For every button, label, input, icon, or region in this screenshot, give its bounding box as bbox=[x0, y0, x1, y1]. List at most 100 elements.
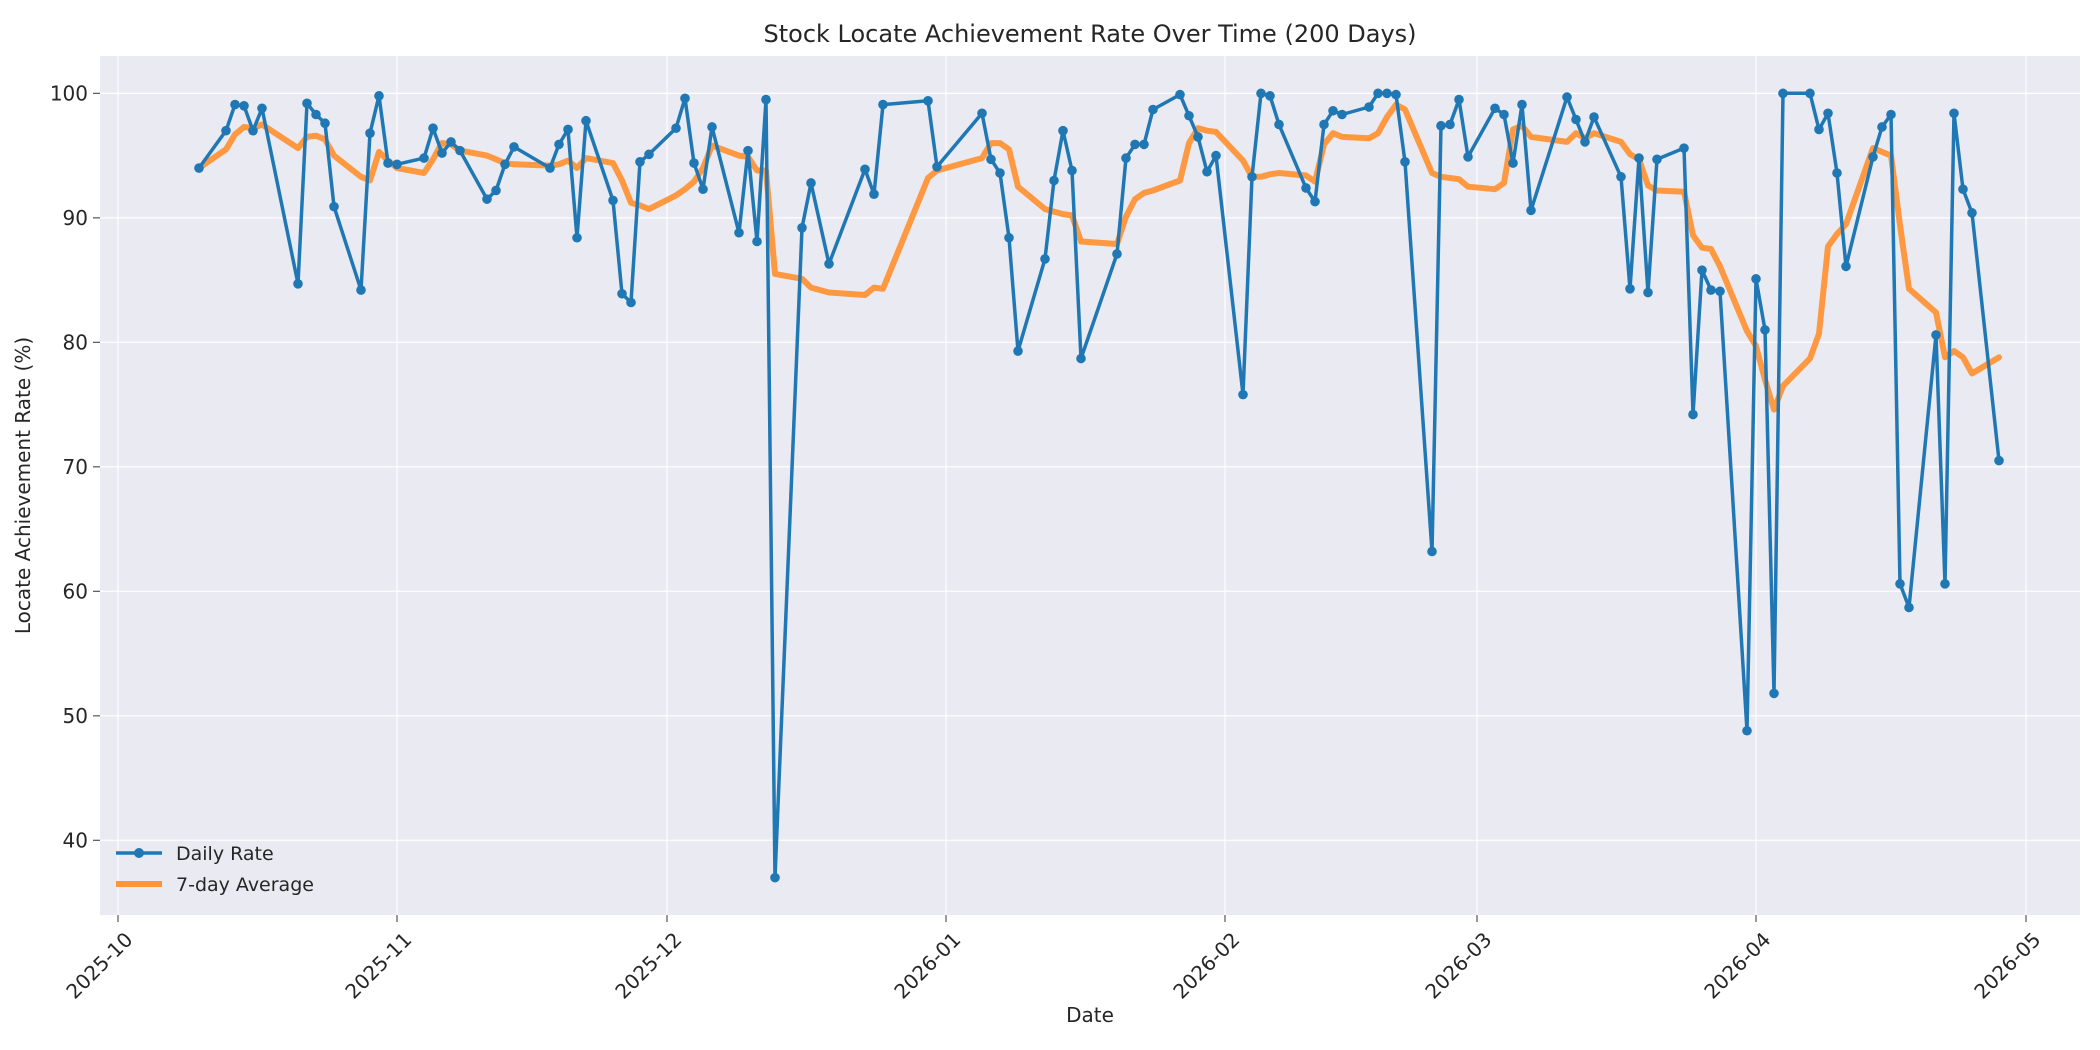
data-point bbox=[221, 125, 231, 136]
data-point bbox=[1328, 105, 1338, 116]
gridlines bbox=[100, 56, 2080, 915]
data-point bbox=[1301, 183, 1311, 193]
data-point bbox=[1148, 104, 1158, 115]
data-point bbox=[1049, 175, 1059, 186]
data-point bbox=[698, 184, 708, 195]
data-point bbox=[995, 168, 1005, 178]
data-point bbox=[1760, 325, 1770, 335]
data-point bbox=[302, 98, 312, 109]
data-point bbox=[1013, 346, 1023, 356]
data-point bbox=[1697, 265, 1707, 275]
data-point bbox=[491, 185, 501, 196]
data-point bbox=[1841, 261, 1851, 272]
data-point bbox=[1112, 249, 1122, 259]
data-point bbox=[509, 142, 519, 152]
data-point bbox=[1121, 153, 1131, 163]
data-point bbox=[1526, 205, 1536, 216]
data-point bbox=[1895, 579, 1905, 589]
plot-area bbox=[100, 56, 2080, 915]
data-point bbox=[1625, 284, 1635, 294]
data-point bbox=[1778, 88, 1788, 99]
data-point bbox=[1175, 89, 1185, 100]
data-point bbox=[1679, 143, 1689, 153]
data-point bbox=[1499, 109, 1509, 120]
data-point bbox=[923, 96, 933, 106]
data-point bbox=[437, 148, 447, 158]
data-point bbox=[320, 118, 330, 129]
data-point bbox=[1769, 688, 1779, 699]
data-point bbox=[986, 154, 996, 165]
data-point bbox=[1490, 103, 1500, 114]
data-point bbox=[1958, 184, 1968, 195]
data-point bbox=[1130, 139, 1140, 150]
data-point bbox=[626, 297, 636, 308]
data-point bbox=[428, 123, 438, 134]
data-point bbox=[1706, 285, 1716, 295]
data-point bbox=[1202, 166, 1212, 177]
data-point bbox=[878, 99, 888, 110]
series-daily-rate bbox=[194, 88, 2004, 883]
data-point bbox=[752, 236, 762, 247]
data-point bbox=[1589, 112, 1599, 122]
data-point bbox=[1067, 165, 1077, 176]
x-axis: 2025-10 2025-11 2025-12 2026-01 2026-02 2026-… bbox=[61, 915, 2045, 1004]
data-point bbox=[1265, 91, 1275, 101]
data-point bbox=[1310, 196, 1320, 207]
legend: Daily Rate 7-day Average bbox=[116, 843, 314, 896]
data-point bbox=[770, 872, 780, 883]
legend-daily-rate-marker bbox=[134, 848, 144, 858]
data-point bbox=[1076, 353, 1086, 364]
data-point bbox=[761, 94, 771, 105]
data-point bbox=[1940, 579, 1950, 589]
data-point bbox=[1580, 137, 1590, 147]
data-point bbox=[1058, 125, 1068, 136]
data-point bbox=[572, 232, 582, 243]
x-tick-label: 2026-05 bbox=[1969, 927, 2045, 1003]
data-point bbox=[1211, 150, 1221, 161]
data-point bbox=[1616, 171, 1626, 182]
series-7-day-average bbox=[196, 101, 2002, 413]
data-point bbox=[644, 149, 654, 160]
data-point bbox=[545, 163, 555, 173]
data-point bbox=[689, 158, 699, 168]
data-point bbox=[671, 123, 681, 134]
data-point bbox=[1823, 108, 1833, 119]
data-point bbox=[932, 161, 942, 172]
data-point bbox=[1454, 94, 1464, 105]
data-point bbox=[680, 93, 690, 104]
data-point bbox=[1427, 546, 1437, 557]
data-point bbox=[1400, 157, 1410, 167]
data-point bbox=[1337, 109, 1347, 120]
y-tick-label: 100 bbox=[50, 81, 88, 105]
data-point bbox=[1571, 114, 1581, 125]
chart-title: Stock Locate Achievement Rate Over Time … bbox=[763, 20, 1416, 48]
y-axis: 40 50 60 70 80 90 100 bbox=[50, 81, 100, 852]
data-point bbox=[419, 153, 429, 163]
data-point bbox=[554, 139, 564, 150]
data-point bbox=[455, 145, 465, 156]
data-point bbox=[392, 159, 402, 170]
data-point bbox=[194, 163, 204, 173]
data-point bbox=[293, 279, 303, 289]
data-point bbox=[446, 137, 456, 147]
x-tick-label: 2025-11 bbox=[340, 927, 416, 1003]
data-point bbox=[1994, 455, 2004, 466]
data-point bbox=[374, 91, 384, 101]
y-axis-label: Locate Achievement Rate (%) bbox=[11, 337, 35, 634]
data-point bbox=[1238, 389, 1248, 400]
data-point bbox=[1742, 725, 1752, 736]
data-point bbox=[311, 109, 321, 120]
legend-7-day-average-label: 7-day Average bbox=[176, 874, 314, 896]
data-point bbox=[1247, 171, 1257, 182]
data-point bbox=[860, 164, 870, 175]
data-point bbox=[1751, 274, 1761, 284]
data-point bbox=[797, 223, 807, 233]
x-tick-label: 2026-01 bbox=[889, 927, 965, 1003]
data-point bbox=[1931, 330, 1941, 340]
data-point bbox=[365, 128, 375, 138]
data-point bbox=[1193, 132, 1203, 142]
data-point bbox=[1643, 287, 1653, 298]
data-point bbox=[329, 201, 339, 212]
data-point bbox=[1463, 152, 1473, 162]
